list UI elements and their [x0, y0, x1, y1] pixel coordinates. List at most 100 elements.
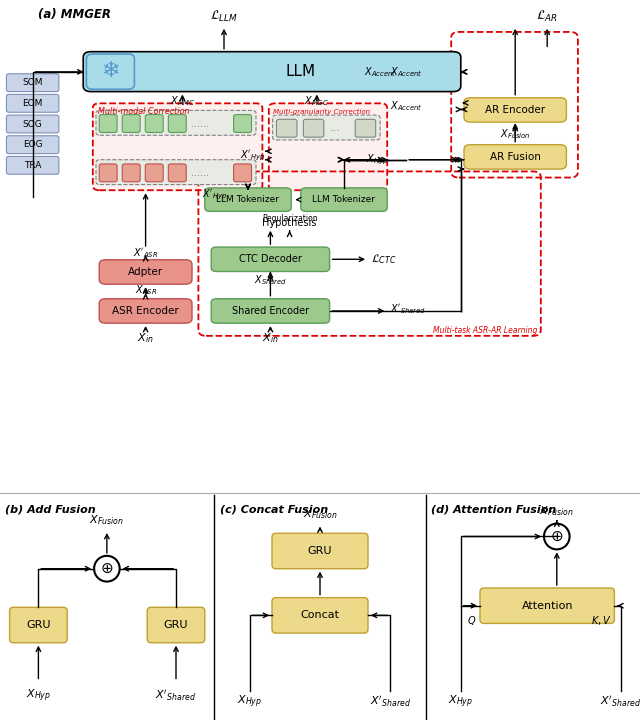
Text: ......: ......	[191, 168, 209, 178]
FancyBboxPatch shape	[464, 145, 566, 169]
Text: Shared Encoder: Shared Encoder	[232, 306, 309, 316]
FancyBboxPatch shape	[355, 120, 376, 137]
Text: ASR Encoder: ASR Encoder	[112, 306, 179, 316]
Text: (b) Add Fusion: (b) Add Fusion	[5, 504, 96, 514]
FancyBboxPatch shape	[168, 114, 186, 132]
Text: AR Encoder: AR Encoder	[485, 105, 545, 115]
Text: $X_{MMC}$: $X_{MMC}$	[170, 94, 195, 108]
FancyBboxPatch shape	[6, 156, 59, 174]
Text: (c) Concat Fusion: (c) Concat Fusion	[220, 504, 328, 514]
Text: ......: ......	[191, 119, 209, 129]
Text: GRU: GRU	[164, 620, 188, 630]
Text: $X_{Accent}$: $X_{Accent}$	[390, 65, 423, 78]
Text: $X_{Accent}$: $X_{Accent}$	[364, 65, 397, 78]
FancyBboxPatch shape	[272, 598, 368, 633]
Text: $K, V$: $K, V$	[591, 613, 612, 626]
Text: ...: ...	[330, 123, 340, 133]
FancyBboxPatch shape	[211, 247, 330, 271]
Text: $X_{Accent}$: $X_{Accent}$	[390, 99, 423, 112]
FancyBboxPatch shape	[480, 588, 614, 624]
Text: Hypothesis: Hypothesis	[262, 218, 317, 228]
FancyBboxPatch shape	[99, 299, 192, 323]
FancyBboxPatch shape	[122, 164, 140, 181]
FancyBboxPatch shape	[93, 104, 262, 190]
Text: $X'_{Hyp}$: $X'_{Hyp}$	[202, 188, 227, 202]
Text: $X_{Fusion}$: $X_{Fusion}$	[303, 507, 337, 521]
Text: $\oplus$: $\oplus$	[100, 561, 113, 576]
FancyBboxPatch shape	[6, 115, 59, 133]
FancyBboxPatch shape	[86, 54, 134, 89]
Text: $X_{Fusion}$: $X_{Fusion}$	[90, 513, 124, 527]
Text: $Q$: $Q$	[467, 613, 476, 626]
Text: EOM: EOM	[22, 99, 43, 108]
FancyBboxPatch shape	[301, 188, 387, 212]
Text: $X'_{Shared}$: $X'_{Shared}$	[390, 302, 427, 315]
Text: $X_{Hyp}$: $X_{Hyp}$	[26, 688, 51, 703]
FancyBboxPatch shape	[83, 52, 461, 91]
Text: GRU: GRU	[308, 546, 332, 556]
Text: $X_{Hyp}$: $X_{Hyp}$	[448, 694, 474, 710]
FancyBboxPatch shape	[168, 164, 186, 181]
Text: $X_{Hyp}$: $X_{Hyp}$	[237, 694, 262, 710]
Text: $X_{Fusion}$: $X_{Fusion}$	[540, 504, 574, 518]
Text: $\mathcal{L}_{AR}$: $\mathcal{L}_{AR}$	[536, 9, 558, 24]
Text: Multi-granularity Correction: Multi-granularity Correction	[273, 109, 370, 115]
Text: $X'_{Hyp}$: $X'_{Hyp}$	[240, 149, 266, 163]
Text: $X'_{ASR}$: $X'_{ASR}$	[133, 246, 158, 260]
Text: Adpter: Adpter	[128, 267, 163, 277]
Text: LLM Tokenizer: LLM Tokenizer	[216, 195, 280, 204]
FancyBboxPatch shape	[10, 608, 67, 643]
Text: EOG: EOG	[23, 140, 42, 149]
Text: $\oplus$: $\oplus$	[550, 529, 563, 544]
Text: TRA: TRA	[24, 161, 42, 170]
FancyBboxPatch shape	[205, 188, 291, 212]
FancyBboxPatch shape	[96, 110, 256, 135]
FancyBboxPatch shape	[99, 260, 192, 284]
Text: Attention: Attention	[522, 600, 573, 611]
FancyBboxPatch shape	[303, 120, 324, 137]
FancyBboxPatch shape	[6, 94, 59, 112]
FancyBboxPatch shape	[145, 114, 163, 132]
FancyBboxPatch shape	[99, 164, 117, 181]
Text: Multi-task ASR-AR Learning: Multi-task ASR-AR Learning	[433, 325, 538, 335]
FancyBboxPatch shape	[273, 115, 380, 140]
Text: LLM: LLM	[285, 64, 316, 79]
Text: $X_{MGC}$: $X_{MGC}$	[304, 94, 330, 108]
FancyBboxPatch shape	[211, 299, 330, 323]
Text: $X'_{Shared}$: $X'_{Shared}$	[156, 688, 196, 703]
FancyBboxPatch shape	[145, 164, 163, 181]
Text: AR Fusion: AR Fusion	[490, 152, 541, 162]
Text: $X_{Shared}$: $X_{Shared}$	[254, 273, 287, 287]
FancyBboxPatch shape	[147, 608, 205, 643]
FancyBboxPatch shape	[464, 98, 566, 122]
Text: $X_{ASR}$: $X_{ASR}$	[134, 284, 157, 297]
FancyBboxPatch shape	[272, 534, 368, 569]
Text: $X_{Hyp}$: $X_{Hyp}$	[367, 153, 388, 167]
Text: $X_{in}$: $X_{in}$	[137, 331, 154, 345]
FancyBboxPatch shape	[269, 104, 387, 190]
Text: Regularization: Regularization	[262, 214, 317, 223]
Text: $X'_{Shared}$: $X'_{Shared}$	[370, 695, 411, 709]
FancyBboxPatch shape	[122, 114, 140, 132]
FancyBboxPatch shape	[276, 120, 297, 137]
Text: LLM Tokenizer: LLM Tokenizer	[312, 195, 376, 204]
Text: $\mathcal{L}_{CTC}$: $\mathcal{L}_{CTC}$	[371, 253, 397, 266]
FancyBboxPatch shape	[6, 136, 59, 153]
FancyBboxPatch shape	[6, 73, 59, 91]
FancyBboxPatch shape	[234, 114, 252, 132]
Text: SOG: SOG	[23, 120, 42, 128]
Text: $\mathcal{L}_{LLM}$: $\mathcal{L}_{LLM}$	[210, 9, 238, 24]
Text: $X_{Fusion}$: $X_{Fusion}$	[500, 127, 531, 141]
Text: ❄: ❄	[101, 61, 120, 81]
Text: Multi-modal Correction: Multi-modal Correction	[98, 107, 189, 117]
Text: (a) MMGER: (a) MMGER	[38, 8, 111, 21]
Text: $X_{in}$: $X_{in}$	[262, 331, 279, 345]
FancyBboxPatch shape	[234, 164, 252, 181]
Text: SOM: SOM	[22, 78, 43, 87]
Text: GRU: GRU	[26, 620, 51, 630]
FancyBboxPatch shape	[96, 160, 256, 184]
Text: CTC Decoder: CTC Decoder	[239, 254, 302, 264]
FancyBboxPatch shape	[99, 114, 117, 132]
Text: $X'_{Shared}$: $X'_{Shared}$	[600, 695, 640, 709]
Text: (d) Attention Fusion: (d) Attention Fusion	[431, 504, 556, 514]
